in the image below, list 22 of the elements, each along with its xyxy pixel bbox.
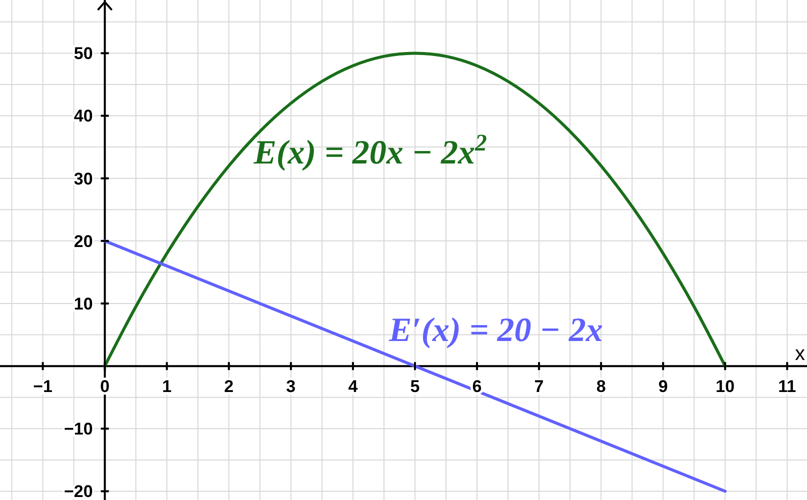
x-tick-label: 10 (716, 377, 735, 396)
y-tick-label: 50 (74, 44, 93, 64)
x-axis-title: x (795, 343, 805, 366)
x-tick-label: 11 (778, 377, 796, 396)
y-tick-label: −10 (64, 420, 93, 439)
x-tick-label: 2 (224, 377, 234, 396)
y-tick-label: −20 (64, 482, 93, 500)
y-tick-label: 30 (74, 169, 93, 188)
line-series (103, 52, 727, 368)
x-tick-label: 8 (596, 377, 606, 396)
x-tick-label: 7 (534, 377, 544, 396)
x-tick-label: −1 (33, 377, 52, 396)
series-label: E′(x) = 20 − 2x (388, 312, 603, 350)
y-tick-label: 20 (74, 232, 93, 251)
x-tick-label: 5 (410, 377, 420, 396)
y-tick-label: 10 (74, 294, 93, 314)
x-tick-label: 9 (658, 377, 668, 396)
x-tick-label: 3 (286, 377, 296, 396)
x-tick-label: 4 (348, 377, 358, 396)
y-tick-label: 40 (74, 106, 93, 126)
x-tick-label: 1 (162, 377, 172, 396)
series-label: E(x) = 20x − 2x$^{2}$ (252, 130, 488, 172)
